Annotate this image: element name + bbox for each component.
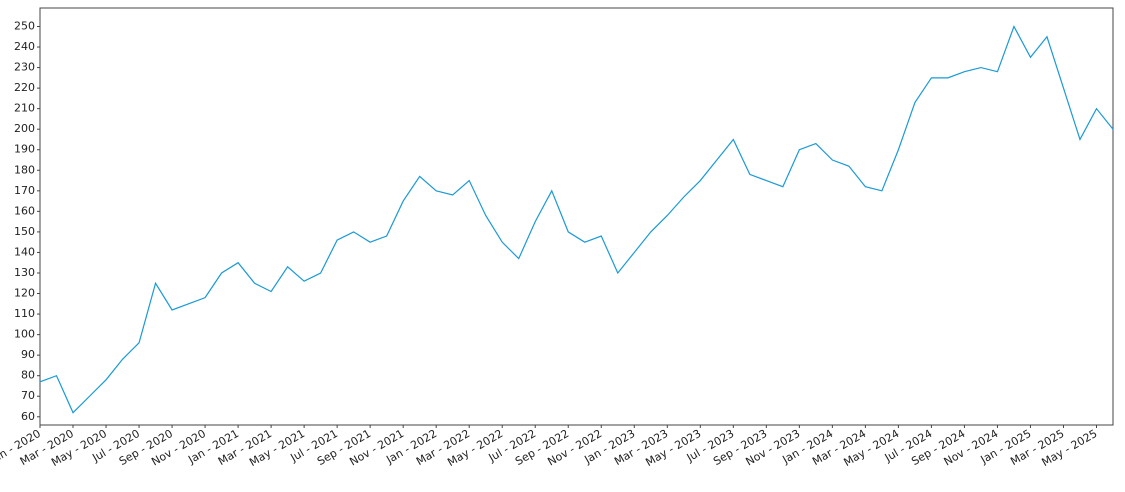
y-tick-label: 160 bbox=[14, 204, 35, 217]
y-tick-label: 180 bbox=[14, 163, 35, 176]
y-tick-label: 200 bbox=[14, 122, 35, 135]
y-tick-label: 90 bbox=[21, 348, 35, 361]
y-tick-label: 250 bbox=[14, 19, 35, 32]
plot-frame bbox=[39, 7, 1114, 426]
y-tick-label: 190 bbox=[14, 143, 35, 156]
y-tick-label: 210 bbox=[14, 102, 35, 115]
y-tick-label: 100 bbox=[14, 328, 35, 341]
y-tick-label: 130 bbox=[14, 266, 35, 279]
y-tick-label: 140 bbox=[14, 245, 35, 258]
y-tick-label: 110 bbox=[14, 307, 35, 320]
y-tick-label: 220 bbox=[14, 81, 35, 94]
y-tick-label: 70 bbox=[21, 389, 35, 402]
y-tick-label: 80 bbox=[21, 369, 35, 382]
y-tick-label: 150 bbox=[14, 225, 35, 238]
price-line bbox=[39, 25, 1114, 414]
y-tick-label: 240 bbox=[14, 40, 35, 53]
y-tick-label: 60 bbox=[21, 410, 35, 423]
y-tick-label: 170 bbox=[14, 184, 35, 197]
y-tick-label: 230 bbox=[14, 61, 35, 74]
y-tick-label: 120 bbox=[14, 287, 35, 300]
